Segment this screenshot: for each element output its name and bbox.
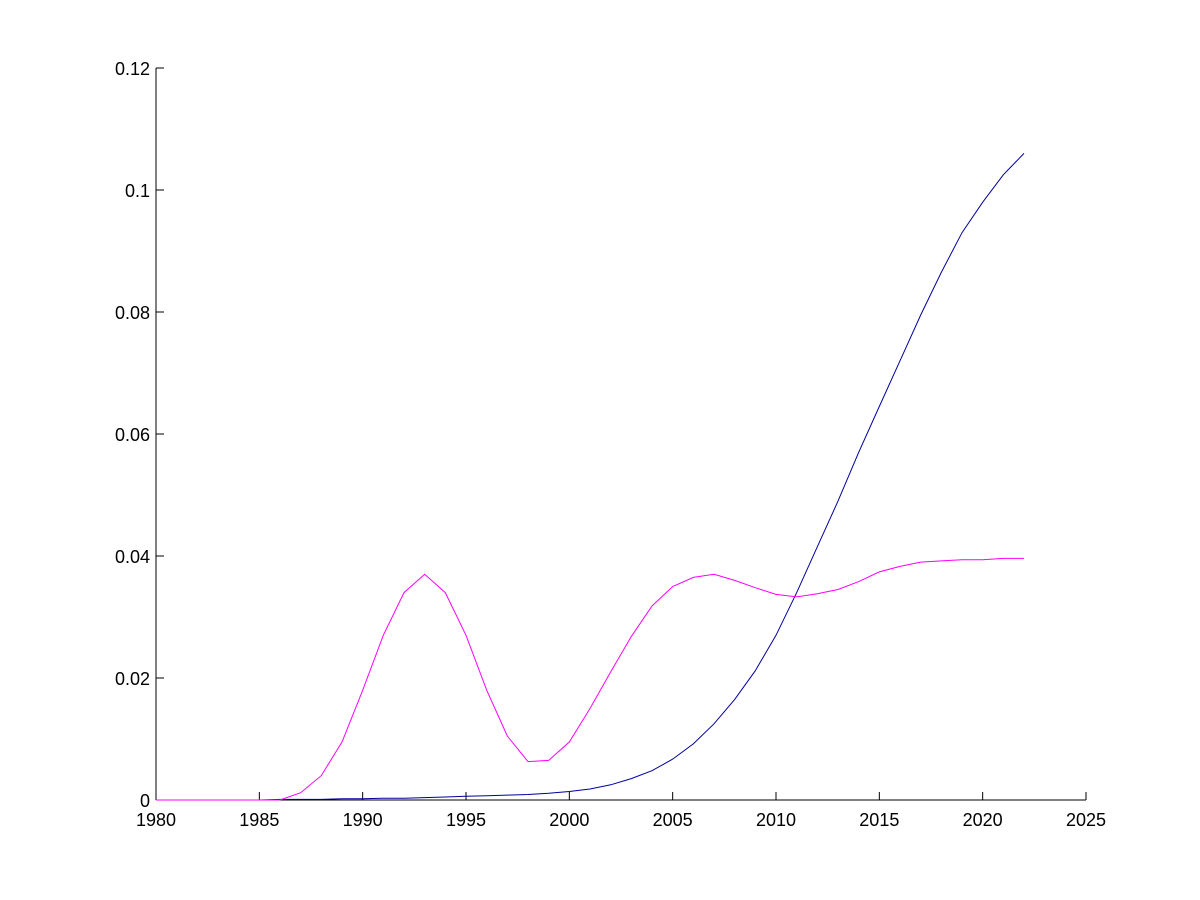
x-tick-label: 1985: [239, 810, 279, 830]
x-tick-label: 2015: [859, 810, 899, 830]
x-tick-label: 2025: [1066, 810, 1106, 830]
x-tick-label: 2020: [963, 810, 1003, 830]
y-tick-label: 0.04: [115, 547, 150, 567]
x-tick-label: 2005: [653, 810, 693, 830]
y-tick-label: 0.02: [115, 669, 150, 689]
x-tick-label: 2010: [756, 810, 796, 830]
y-tick-label: 0.06: [115, 425, 150, 445]
series-line-1: [156, 153, 1025, 801]
x-tick-label: 1990: [343, 810, 383, 830]
x-tick-label: 1995: [446, 810, 486, 830]
series-line-2: [156, 557, 1024, 801]
y-tick-label: 0.12: [115, 59, 150, 79]
series-layer: [156, 153, 1025, 801]
x-tick-label: 2000: [549, 810, 589, 830]
y-tick-label: 0.1: [125, 181, 150, 201]
y-tick-label: 0.08: [115, 303, 150, 323]
axes: 1980 1985 1990 1995 2000 2005 2010 2015 2020 2025…: [115, 59, 1106, 830]
x-tick-label: 1980: [136, 810, 176, 830]
y-tick-label: 0: [140, 791, 150, 811]
